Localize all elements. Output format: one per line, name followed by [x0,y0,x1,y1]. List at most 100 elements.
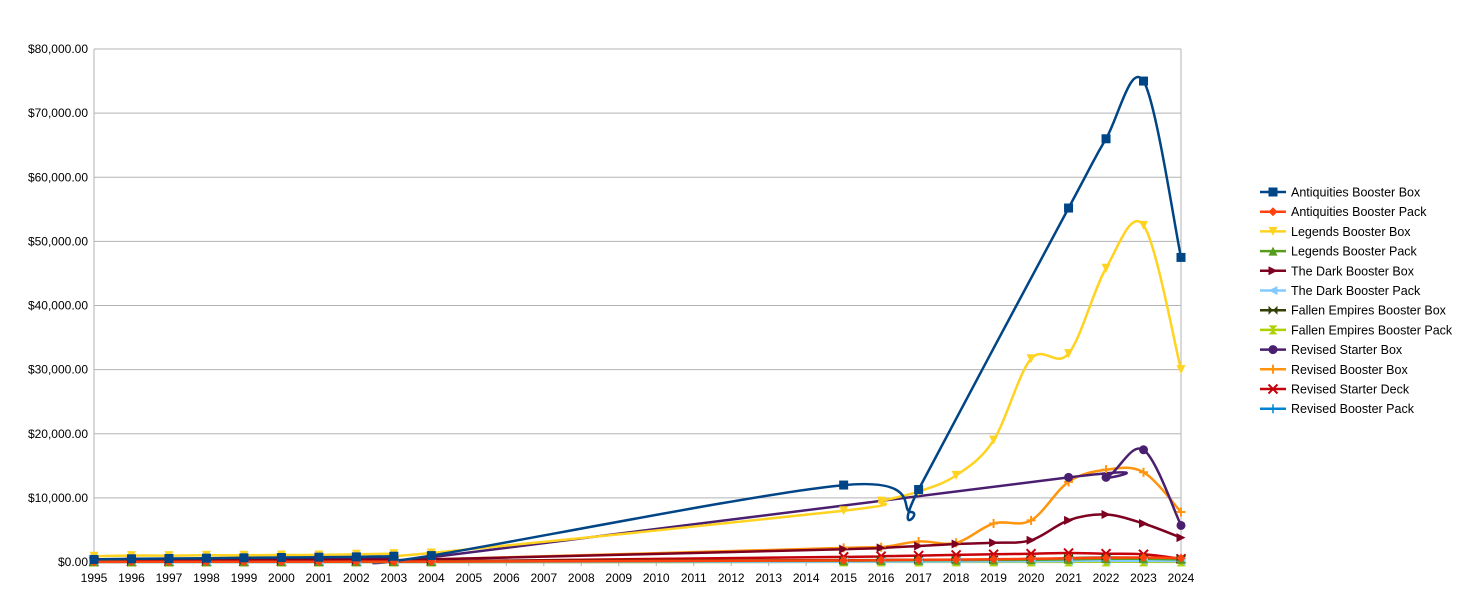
legend-marker [1268,345,1278,355]
x-tick-label: 2011 [681,571,707,585]
data-point [876,496,886,506]
legend-label: Legends Booster Pack [1291,245,1418,259]
data-point [201,553,211,563]
legend-marker [1268,305,1278,315]
data-point [914,485,924,495]
data-point [839,544,849,554]
data-point [1064,472,1074,482]
data-point [951,555,961,565]
x-tick-label: 2013 [755,571,782,585]
data-point [989,554,999,564]
data-point [1064,349,1074,359]
y-tick-label: $70,000.00 [28,106,88,120]
data-point [1101,465,1111,475]
y-tick-label: $80,000.00 [28,42,88,56]
data-point [1176,507,1186,517]
series-line-8 [93,447,1183,565]
legend-entry: Revised Booster Pack [1260,402,1415,416]
legend-entry: Revised Starter Deck [1260,383,1410,397]
x-tick-label: 2004 [418,571,445,585]
x-tick-label: 2010 [643,571,670,585]
data-point [1139,76,1149,86]
data-point [1026,535,1036,545]
legend-entry: Legends Booster Box [1260,225,1411,239]
x-tick-label: 1997 [156,571,183,585]
legend-marker [1268,246,1278,256]
legend: Antiquities Booster Box Antiquities Boost… [1260,186,1453,416]
data-point [1064,515,1074,525]
data-point [1139,220,1149,230]
data-point [1139,519,1149,529]
data-point [1101,472,1111,482]
data-point [914,541,924,551]
legend-label: Antiquities Booster Box [1291,186,1421,200]
x-tick-label: 2007 [530,571,557,585]
x-tick-label: 2009 [605,571,632,585]
x-tick-label: 2022 [1093,571,1120,585]
x-tick-label: 2023 [1130,571,1157,585]
legend-marker [1268,266,1278,276]
legend-marker [1268,404,1278,414]
grid-lines [93,48,1182,563]
legend-entry: Revised Starter Box [1260,343,1403,357]
x-tick-label: 1999 [231,571,258,585]
series-line-9 [93,466,1182,562]
x-tick-label: 2019 [980,571,1007,585]
data-point [1101,134,1111,144]
x-tick-label: 1995 [81,571,108,585]
y-tick-label: $40,000.00 [28,299,88,313]
x-axis-tick-labels: 1995 1996 1997 1998 1999 2000 2001 2002 2003 2004… [81,562,1195,585]
data-point [1064,203,1074,213]
series-line-1 [93,556,1182,564]
data-point [989,519,999,529]
data-point [89,554,99,564]
series-markers [88,76,1187,567]
x-tick-label: 2008 [568,571,595,585]
data-point [839,480,849,490]
legend-marker [1268,286,1278,295]
x-tick-label: 2006 [493,571,520,585]
x-tick-label: 2018 [943,571,970,585]
x-tick-label: 2001 [306,571,333,585]
x-tick-label: 2016 [868,571,895,585]
legend-marker [1268,325,1278,335]
data-point [876,555,886,565]
data-point [1101,510,1111,520]
legend-entry: Legends Booster Pack [1260,245,1418,259]
data-point [314,552,324,562]
legend-marker [1267,383,1279,395]
legend-marker [1268,364,1278,374]
y-tick-label: $10,000.00 [28,491,88,505]
legend-label: Fallen Empires Booster Pack [1291,323,1453,337]
x-tick-label: 2000 [268,571,295,585]
y-tick-label: $20,000.00 [28,427,88,441]
data-point [1139,445,1149,455]
data-point [164,553,174,563]
data-point [1026,554,1036,564]
x-tick-label: 2020 [1018,571,1045,585]
data-point [239,553,249,563]
legend-label: Antiquities Booster Pack [1291,205,1427,219]
data-point [1176,520,1186,530]
data-point [1026,354,1036,364]
data-point [1176,533,1186,543]
legend-label: Revised Starter Deck [1291,383,1410,397]
x-tick-label: 1996 [118,571,145,585]
series-line-2 [93,220,1183,558]
data-point [1176,365,1186,375]
x-tick-label: 1998 [193,571,220,585]
data-point [1139,467,1149,477]
x-tick-label: 2015 [830,571,857,585]
data-point [1139,553,1149,563]
data-point [989,538,999,548]
legend-label: The Dark Booster Pack [1291,284,1421,298]
data-point [839,555,849,565]
data-point [914,555,924,565]
legend-entry: Antiquities Booster Box [1260,186,1421,200]
legend-entry: Revised Booster Box [1260,363,1408,377]
x-tick-label: 2003 [381,571,408,585]
data-point [1026,515,1036,525]
data-point [389,551,399,561]
legend-label: Revised Booster Pack [1291,402,1415,416]
